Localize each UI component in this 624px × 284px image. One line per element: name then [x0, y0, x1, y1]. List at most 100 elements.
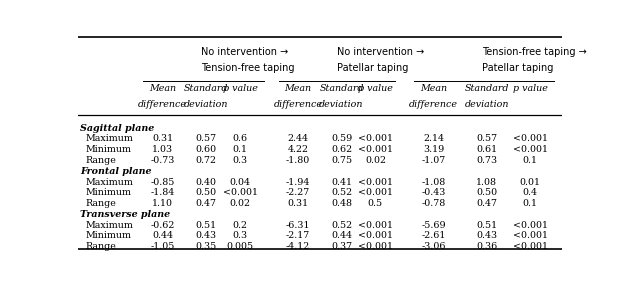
Text: -1.80: -1.80 [286, 156, 310, 165]
Text: 0.02: 0.02 [365, 156, 386, 165]
Text: 0.2: 0.2 [233, 221, 248, 229]
Text: -0.62: -0.62 [150, 221, 175, 229]
Text: 0.005: 0.005 [227, 242, 253, 251]
Text: <0.001: <0.001 [358, 231, 393, 240]
Text: difference: difference [273, 100, 323, 109]
Text: 0.43: 0.43 [476, 231, 497, 240]
Text: -1.08: -1.08 [421, 178, 446, 187]
Text: 0.50: 0.50 [476, 188, 497, 197]
Text: -0.85: -0.85 [150, 178, 175, 187]
Text: Range: Range [85, 156, 116, 165]
Text: <0.001: <0.001 [223, 188, 258, 197]
Text: 1.03: 1.03 [152, 145, 173, 154]
Text: 0.48: 0.48 [331, 199, 352, 208]
Text: 0.02: 0.02 [230, 199, 250, 208]
Text: Range: Range [85, 242, 116, 251]
Text: 0.51: 0.51 [195, 221, 217, 229]
Text: 0.61: 0.61 [476, 145, 497, 154]
Text: -3.06: -3.06 [421, 242, 446, 251]
Text: 0.5: 0.5 [368, 199, 383, 208]
Text: 4.22: 4.22 [288, 145, 308, 154]
Text: Tension-free taping: Tension-free taping [202, 62, 295, 72]
Text: 0.35: 0.35 [195, 242, 217, 251]
Text: <0.001: <0.001 [513, 135, 548, 143]
Text: 0.50: 0.50 [195, 188, 217, 197]
Text: 0.04: 0.04 [230, 178, 250, 187]
Text: -1.07: -1.07 [421, 156, 446, 165]
Text: Mean: Mean [420, 84, 447, 93]
Text: Range: Range [85, 199, 116, 208]
Text: <0.001: <0.001 [358, 145, 393, 154]
Text: difference: difference [409, 100, 458, 109]
Text: -1.84: -1.84 [150, 188, 175, 197]
Text: 3.19: 3.19 [423, 145, 444, 154]
Text: 0.59: 0.59 [331, 135, 352, 143]
Text: 0.01: 0.01 [520, 178, 540, 187]
Text: 0.3: 0.3 [233, 231, 248, 240]
Text: Sagittal plane: Sagittal plane [80, 124, 155, 133]
Text: Patellar taping: Patellar taping [337, 62, 408, 72]
Text: <0.001: <0.001 [358, 135, 393, 143]
Text: Minimum: Minimum [85, 231, 131, 240]
Text: Maximum: Maximum [85, 178, 133, 187]
Text: 1.10: 1.10 [152, 199, 173, 208]
Text: 0.41: 0.41 [331, 178, 352, 187]
Text: Mean: Mean [149, 84, 176, 93]
Text: p value: p value [513, 84, 548, 93]
Text: deviation: deviation [184, 100, 228, 109]
Text: 0.44: 0.44 [152, 231, 173, 240]
Text: -6.31: -6.31 [286, 221, 310, 229]
Text: 0.60: 0.60 [195, 145, 217, 154]
Text: p value: p value [223, 84, 258, 93]
Text: Minimum: Minimum [85, 188, 131, 197]
Text: 2.44: 2.44 [288, 135, 308, 143]
Text: -1.05: -1.05 [150, 242, 175, 251]
Text: Standard: Standard [319, 84, 364, 93]
Text: 0.1: 0.1 [523, 199, 538, 208]
Text: Mean: Mean [285, 84, 311, 93]
Text: -5.69: -5.69 [421, 221, 446, 229]
Text: p value: p value [358, 84, 393, 93]
Text: 0.57: 0.57 [195, 135, 217, 143]
Text: 0.6: 0.6 [233, 135, 248, 143]
Text: Standard: Standard [464, 84, 509, 93]
Text: 0.4: 0.4 [523, 188, 538, 197]
Text: 0.62: 0.62 [331, 145, 352, 154]
Text: -0.73: -0.73 [150, 156, 175, 165]
Text: 0.73: 0.73 [476, 156, 497, 165]
Text: 0.47: 0.47 [476, 199, 497, 208]
Text: deviation: deviation [319, 100, 364, 109]
Text: Maximum: Maximum [85, 135, 133, 143]
Text: <0.001: <0.001 [513, 231, 548, 240]
Text: 0.3: 0.3 [233, 156, 248, 165]
Text: No intervention →: No intervention → [337, 47, 424, 57]
Text: Patellar taping: Patellar taping [482, 62, 553, 72]
Text: <0.001: <0.001 [358, 242, 393, 251]
Text: 0.72: 0.72 [196, 156, 217, 165]
Text: 0.31: 0.31 [152, 135, 173, 143]
Text: 0.57: 0.57 [476, 135, 497, 143]
Text: <0.001: <0.001 [513, 221, 548, 229]
Text: -1.94: -1.94 [286, 178, 310, 187]
Text: 0.1: 0.1 [523, 156, 538, 165]
Text: deviation: deviation [464, 100, 509, 109]
Text: 1.08: 1.08 [476, 178, 497, 187]
Text: 0.40: 0.40 [196, 178, 217, 187]
Text: <0.001: <0.001 [513, 145, 548, 154]
Text: 0.1: 0.1 [233, 145, 248, 154]
Text: 0.52: 0.52 [331, 188, 352, 197]
Text: <0.001: <0.001 [358, 221, 393, 229]
Text: Transverse plane: Transverse plane [80, 210, 170, 219]
Text: 0.43: 0.43 [195, 231, 217, 240]
Text: -2.17: -2.17 [286, 231, 310, 240]
Text: 2.14: 2.14 [423, 135, 444, 143]
Text: Tension-free taping →: Tension-free taping → [482, 47, 587, 57]
Text: -2.61: -2.61 [421, 231, 446, 240]
Text: <0.001: <0.001 [358, 178, 393, 187]
Text: -0.43: -0.43 [421, 188, 446, 197]
Text: Frontal plane: Frontal plane [80, 167, 152, 176]
Text: 0.75: 0.75 [331, 156, 352, 165]
Text: -4.12: -4.12 [286, 242, 310, 251]
Text: Standard: Standard [184, 84, 228, 93]
Text: -2.27: -2.27 [286, 188, 310, 197]
